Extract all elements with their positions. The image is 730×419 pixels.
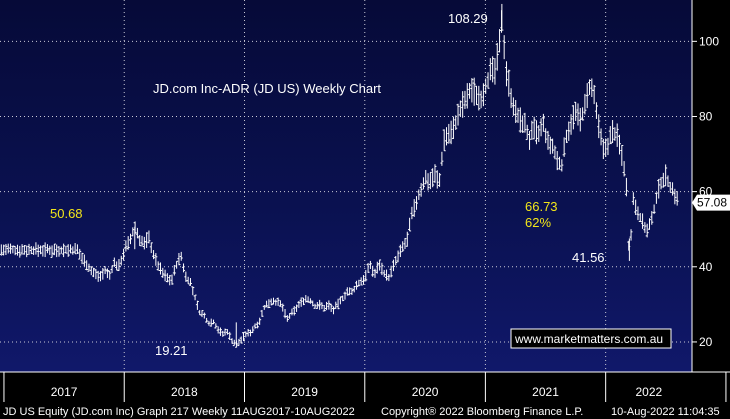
x-axis-ticks: 2017 2018 2019 2020 2021 2022 (3, 372, 727, 402)
plot-background (0, 0, 692, 372)
footer-timestamp: 10-Aug-2022 11:04:35 (611, 406, 720, 418)
y-tick-label: 20 (699, 335, 713, 349)
annotation-label: 41.56 (572, 250, 605, 265)
annotation-label: 62% (525, 215, 551, 230)
annotation-label: 50.68 (50, 206, 83, 221)
last-price-label: 57.08 (697, 196, 727, 210)
x-tick-label: 2020 (412, 385, 439, 399)
chart-title: JD.com Inc-ADR (JD US) Weekly Chart (153, 81, 381, 96)
last-price-tag: 57.08 (692, 194, 730, 211)
annotation-label: 19.21 (155, 343, 188, 358)
price-bars (0, 3, 679, 348)
footer-copyright: Copyright® 2022 Bloomberg Finance L.P. (381, 406, 583, 418)
footer-band (0, 404, 730, 419)
y-tick-label: 80 (699, 109, 713, 123)
annotation-label: 66.73 (525, 199, 558, 214)
annotation-label: 108.29 (448, 11, 488, 26)
x-tick-label: 2022 (635, 385, 662, 399)
x-tick-label: 2019 (291, 385, 318, 399)
watermark-url: www.marketmatters.com.au (514, 332, 663, 346)
x-tick-label: 2021 (532, 385, 559, 399)
x-tick-label: 2018 (171, 385, 198, 399)
x-tick-label: 2017 (51, 385, 78, 399)
watermark-box: www.marketmatters.com.au (510, 328, 672, 349)
y-tick-label: 100 (699, 34, 719, 48)
footer-left: JD US Equity (JD.com Inc) Graph 217 Week… (3, 406, 355, 418)
y-tick-label: 40 (699, 260, 713, 274)
